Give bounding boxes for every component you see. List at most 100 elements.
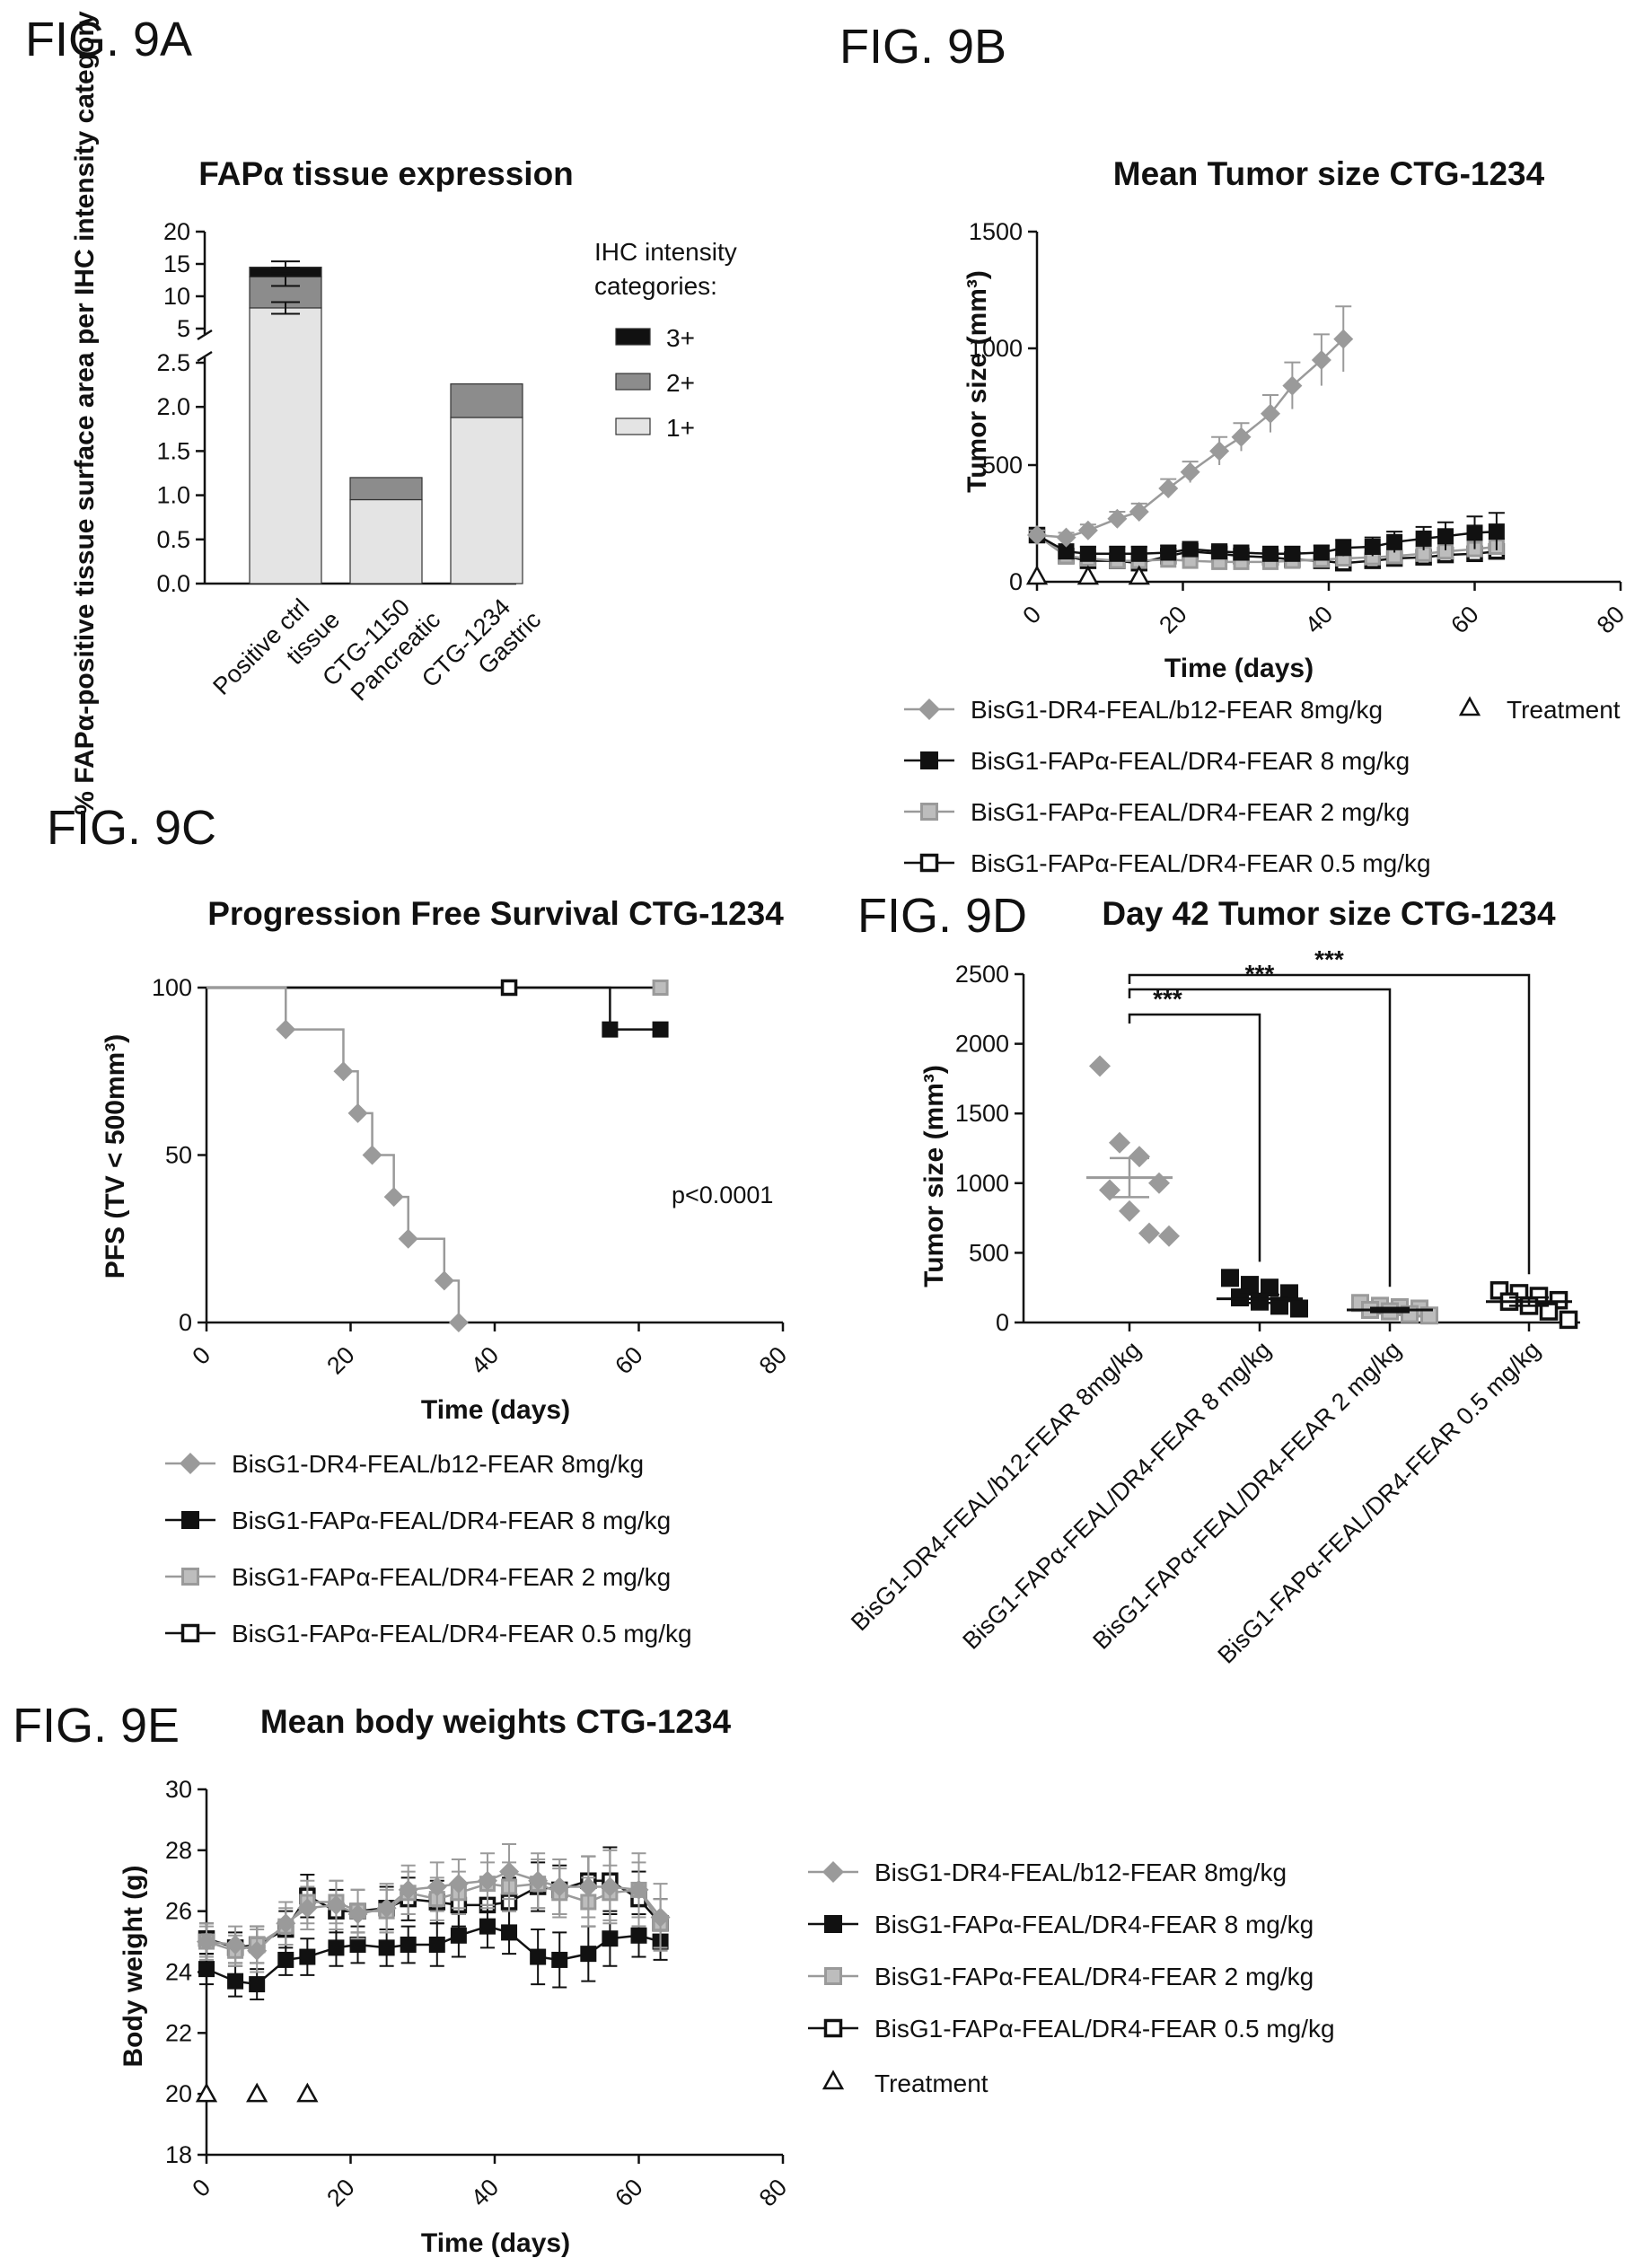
- panel-9c-survival-chart: Progression Free Survival CTG-1234 Time …: [101, 895, 792, 1648]
- data-point: [1160, 544, 1177, 561]
- x-tick-label: 60: [1446, 601, 1483, 638]
- y-tick-label: 18: [165, 2141, 192, 2168]
- fig-9b-label: FIG. 9B: [839, 20, 1006, 74]
- legend-swatch: [615, 373, 651, 391]
- y-axis-label: % FAPα-positive tissue surface area per …: [70, 11, 100, 815]
- data-point: [501, 1924, 518, 1941]
- legend-item-label: BisG1-FAPα-FEAL/DR4-FEAR 0.5 mg/kg: [232, 1620, 692, 1648]
- data-point: [225, 1934, 246, 1955]
- data-point: [551, 1951, 568, 1968]
- plot-layer: 0 20 40 60 80 18 20 22 24 26 28 30: [165, 1776, 792, 2211]
- legend-item-label: 2+: [666, 369, 695, 397]
- y-axis-label: Tumor size (mm³): [962, 270, 992, 493]
- legend-title-line2: categories:: [594, 272, 717, 300]
- legend-item-label: BisG1-DR4-FEAL/b12-FEAR 8mg/kg: [971, 696, 1383, 724]
- bar-segment: [349, 498, 423, 584]
- x-tick-label: 0: [187, 2174, 215, 2202]
- data-point: [428, 1936, 445, 1953]
- data-point: [500, 979, 518, 997]
- data-point: [448, 1874, 469, 1894]
- legend-marker: [920, 751, 938, 769]
- y-tick-label: 0: [1009, 568, 1023, 595]
- plot-layer: 0 20 40 60 80 0 50 100: [152, 974, 792, 1379]
- data-point: [499, 1861, 520, 1882]
- treatment-marker: [1128, 565, 1150, 585]
- legend-item-label: BisG1-FAPα-FEAL/DR4-FEAR 0.5 mg/kg: [971, 849, 1431, 877]
- legend-item-label: BisG1-FAPα-FEAL/DR4-FEAR 8 mg/kg: [874, 1911, 1314, 1938]
- y-tick-label: 0: [179, 1309, 192, 1336]
- data-point: [1539, 1302, 1559, 1321]
- data-point: [1270, 1296, 1288, 1315]
- legend: BisG1-DR4-FEAL/b12-FEAR 8mg/kg BisG1-FAPα…: [165, 1450, 692, 1648]
- data-point: [1364, 539, 1381, 555]
- legend-item-label: BisG1-DR4-FEAL/b12-FEAR 8mg/kg: [874, 1858, 1287, 1886]
- y-tick-label: 1500: [955, 1100, 1009, 1127]
- legend-item-label: Treatment: [874, 2069, 989, 2097]
- data-point: [602, 1021, 619, 1038]
- data-point: [1420, 1306, 1438, 1325]
- y-tick-label: 5: [177, 315, 190, 342]
- legend-swatch: [615, 417, 651, 435]
- x-tick-label: 80: [754, 2174, 792, 2211]
- significance-label: ***: [1245, 960, 1275, 988]
- y-tick-label: 26: [165, 1898, 192, 1925]
- data-point: [1148, 1172, 1170, 1194]
- data-point: [1231, 426, 1252, 447]
- data-point: [1262, 545, 1279, 562]
- plot-layer: 0 500 1000 1500 2000 2500 BisG1-DR4-FEAL/b12-F…: [846, 945, 1580, 1669]
- series-step-line: [206, 986, 461, 1322]
- data-point: [347, 1103, 368, 1123]
- data-point: [198, 1961, 215, 1978]
- data-point: [1056, 527, 1076, 548]
- x-category-label: BisG1-FAPα-FEAL/DR4-FEAR 0.5 mg/kg: [1213, 1336, 1546, 1669]
- legend-item-label: BisG1-FAPα-FEAL/DR4-FEAR 8 mg/kg: [232, 1507, 671, 1534]
- fig-9d-label: FIG. 9D: [857, 889, 1027, 943]
- y-tick-label: 22: [165, 2019, 192, 2046]
- y-tick-label: 0.0: [156, 570, 190, 597]
- data-point: [477, 1870, 497, 1891]
- significance-bracket: [1128, 988, 1392, 1287]
- y-tick-label: 50: [165, 1142, 192, 1169]
- y-tick-label: 500: [982, 452, 1023, 479]
- data-point: [1311, 350, 1331, 370]
- significance-bracket: [1128, 973, 1531, 1275]
- x-category-label: BisG1-DR4-FEAL/b12-FEAR 8mg/kg: [846, 1336, 1146, 1636]
- bar-segment: [450, 417, 523, 584]
- legend-item-label: BisG1-DR4-FEAL/b12-FEAR 8mg/kg: [232, 1450, 644, 1478]
- data-point: [1415, 530, 1432, 547]
- data-point: [347, 1904, 368, 1925]
- y-tick-label: 10: [163, 283, 190, 310]
- data-point: [376, 1898, 397, 1919]
- x-tick-label: 40: [466, 2174, 504, 2211]
- y-tick-label: 1500: [969, 218, 1023, 245]
- legend-item-label: BisG1-FAPα-FEAL/DR4-FEAR 2 mg/kg: [232, 1563, 671, 1591]
- data-point: [1221, 1269, 1239, 1287]
- data-point: [1559, 1310, 1578, 1330]
- panel-9b-line-chart: Mean Tumor size CTG-1234 Time (days) Tum…: [904, 155, 1630, 877]
- data-point: [1182, 540, 1199, 558]
- series-line: [1036, 338, 1345, 539]
- data-point: [277, 1951, 294, 1968]
- y-tick-label: 2.0: [156, 393, 190, 420]
- x-tick-label: 20: [321, 1341, 359, 1379]
- data-point: [328, 1939, 345, 1956]
- data-point: [1488, 523, 1505, 540]
- significance-label: ***: [1314, 945, 1344, 973]
- data-point: [227, 1973, 244, 1990]
- data-point: [1211, 543, 1228, 560]
- chart-title: Mean body weights CTG-1234: [260, 1703, 732, 1740]
- data-point: [448, 1313, 469, 1332]
- data-point: [1313, 544, 1330, 561]
- data-point: [299, 1948, 316, 1965]
- data-point: [378, 1939, 395, 1956]
- data-point: [549, 1876, 570, 1897]
- y-tick-label: 24: [165, 1959, 192, 1986]
- data-point: [1158, 479, 1179, 498]
- data-point: [630, 1927, 647, 1944]
- legend-marker: [180, 1623, 200, 1643]
- fig-9c-label: FIG. 9C: [47, 801, 216, 855]
- data-point: [1158, 1225, 1180, 1247]
- y-tick-label: 1000: [955, 1170, 1009, 1197]
- bar-segment: [349, 477, 423, 501]
- data-point: [434, 1270, 454, 1291]
